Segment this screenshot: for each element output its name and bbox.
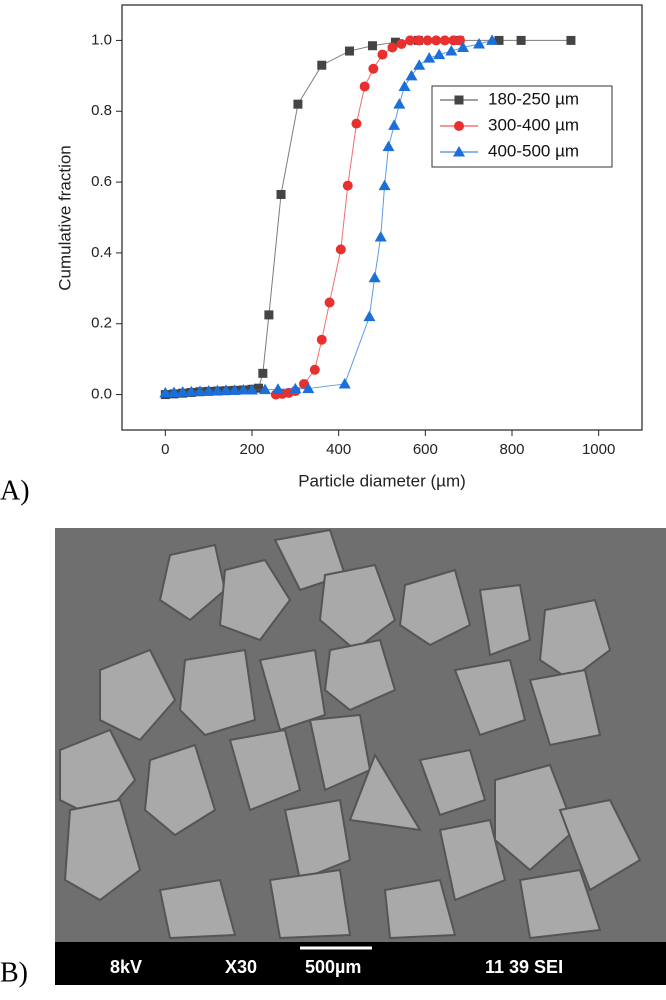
data-point <box>382 140 395 152</box>
legend-marker <box>454 121 464 131</box>
data-point <box>345 46 354 56</box>
data-point <box>473 37 486 49</box>
info-text: 11 39 SEI <box>485 957 563 977</box>
data-point <box>398 80 411 91</box>
x-tick-label: 1000 <box>582 441 615 458</box>
data-point <box>338 377 351 389</box>
data-point <box>272 383 284 394</box>
data-point <box>457 41 470 52</box>
x-tick-label: 400 <box>326 441 351 458</box>
y-tick-label: 0.4 <box>91 244 112 261</box>
data-point <box>237 383 250 395</box>
data-point <box>486 34 499 45</box>
data-point <box>159 386 172 398</box>
plot-frame <box>121 4 643 431</box>
data-point <box>494 35 504 45</box>
info-text: 500µm <box>305 957 361 977</box>
data-point <box>228 384 241 395</box>
data-point <box>396 38 407 49</box>
data-point <box>439 35 450 46</box>
x-tick-label: 200 <box>239 441 264 458</box>
data-point <box>335 244 346 255</box>
data-point <box>324 297 335 308</box>
data-point <box>431 35 442 46</box>
data-point <box>433 48 446 60</box>
data-point <box>317 60 327 70</box>
info-text: X30 <box>225 957 257 977</box>
data-point <box>405 69 418 81</box>
y-axis-label: Cumulative fraction <box>55 145 74 291</box>
y-tick-label: 1.0 <box>91 31 112 48</box>
data-point <box>390 37 400 47</box>
panel-label: A) <box>0 475 30 506</box>
legend-marker <box>454 95 464 105</box>
x-tick-label: 800 <box>499 441 524 458</box>
data-point <box>374 230 387 242</box>
data-point <box>293 99 303 109</box>
crystals <box>59 528 642 940</box>
y-tick-label: 0.6 <box>91 173 112 190</box>
legend-label: 300-400 µm <box>488 115 579 134</box>
data-point <box>211 384 224 396</box>
data-point <box>387 42 398 53</box>
data-point <box>342 180 353 191</box>
data-point <box>413 59 426 70</box>
data-point <box>351 118 362 129</box>
data-point <box>309 364 320 375</box>
data-point <box>363 310 376 322</box>
data-point <box>393 98 406 109</box>
y-tick-label: 0.0 <box>91 386 112 403</box>
x-tick-label: 600 <box>413 441 438 458</box>
data-point <box>566 35 576 45</box>
data-point <box>220 384 232 395</box>
data-point <box>367 41 377 51</box>
data-point <box>377 49 388 60</box>
data-point <box>194 385 206 396</box>
data-point <box>202 385 215 396</box>
data-point <box>254 383 263 393</box>
x-tick-label: 0 <box>161 441 169 458</box>
micrograph: 8kV X30 500µm 11 39 SEI <box>55 528 666 985</box>
info-text: 8kV <box>110 957 142 977</box>
data-point <box>316 334 327 345</box>
data-point <box>422 35 433 46</box>
legend-label: 400-500 µm <box>488 141 579 160</box>
x-axis-label: Particle diameter (µm) <box>298 471 466 490</box>
data-point <box>264 310 274 320</box>
data-point <box>185 385 198 397</box>
data-point <box>445 45 458 56</box>
panel-label: B) <box>0 957 28 988</box>
legend-marker <box>453 146 465 157</box>
legend-label: 180-250 µm <box>488 89 579 108</box>
data-point <box>359 81 370 92</box>
data-point <box>176 386 189 397</box>
data-point <box>388 119 401 130</box>
data-point <box>258 368 268 378</box>
data-point <box>413 35 424 46</box>
data-point <box>368 271 381 283</box>
data-point <box>276 189 286 199</box>
data-point <box>405 35 416 46</box>
data-point <box>378 179 391 191</box>
data-point <box>368 63 379 74</box>
data-point <box>516 35 526 45</box>
data-point <box>423 52 436 63</box>
y-tick-label: 0.8 <box>91 102 112 119</box>
data-point <box>168 386 180 397</box>
y-tick-label: 0.2 <box>91 315 112 332</box>
data-point <box>289 382 302 394</box>
data-point <box>246 383 258 395</box>
data-point <box>302 382 315 394</box>
data-point <box>259 383 271 395</box>
